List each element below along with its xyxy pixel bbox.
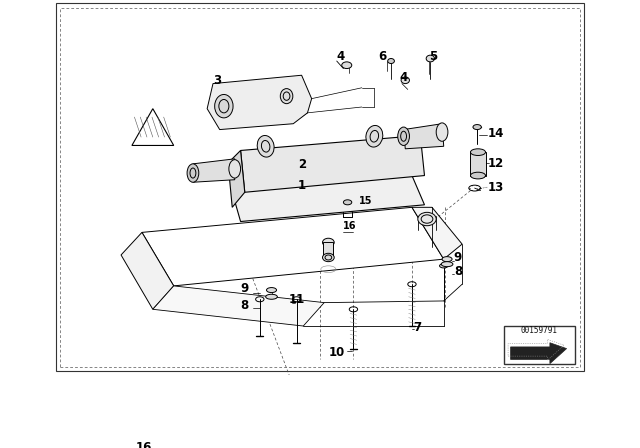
Text: 00159791: 00159791 <box>520 326 557 335</box>
Ellipse shape <box>401 77 410 84</box>
Ellipse shape <box>342 62 352 69</box>
Polygon shape <box>207 75 312 129</box>
Ellipse shape <box>441 262 453 267</box>
Bar <box>470 152 486 176</box>
Text: 16: 16 <box>136 441 152 448</box>
Polygon shape <box>132 109 173 146</box>
Text: 8: 8 <box>241 299 249 312</box>
Text: 2: 2 <box>298 158 306 171</box>
Polygon shape <box>153 286 324 326</box>
Text: 8: 8 <box>454 265 462 278</box>
Ellipse shape <box>266 294 277 299</box>
Ellipse shape <box>323 238 334 246</box>
Ellipse shape <box>470 149 486 155</box>
Polygon shape <box>404 124 444 149</box>
Text: 3: 3 <box>213 74 221 87</box>
Text: 9: 9 <box>454 251 462 264</box>
Ellipse shape <box>440 264 448 268</box>
Text: 15: 15 <box>359 196 372 206</box>
Ellipse shape <box>426 55 435 62</box>
Ellipse shape <box>344 200 352 205</box>
Text: 4: 4 <box>337 50 345 63</box>
Ellipse shape <box>257 135 274 157</box>
Ellipse shape <box>397 127 410 146</box>
Ellipse shape <box>214 95 233 118</box>
Text: 14: 14 <box>487 127 504 140</box>
Ellipse shape <box>388 59 394 64</box>
Text: 9: 9 <box>241 282 249 295</box>
Ellipse shape <box>418 212 436 226</box>
Polygon shape <box>511 343 566 364</box>
Text: 5: 5 <box>429 50 437 63</box>
Polygon shape <box>323 242 333 258</box>
Polygon shape <box>412 207 462 259</box>
Polygon shape <box>142 207 444 286</box>
Text: 7: 7 <box>413 321 422 334</box>
Ellipse shape <box>473 125 481 129</box>
Text: 4: 4 <box>399 71 408 84</box>
Ellipse shape <box>323 253 334 262</box>
Polygon shape <box>193 159 235 182</box>
Ellipse shape <box>229 159 241 178</box>
Polygon shape <box>228 151 244 207</box>
Ellipse shape <box>470 172 486 179</box>
Ellipse shape <box>366 125 383 147</box>
Text: 16: 16 <box>344 221 357 231</box>
Text: 6: 6 <box>379 50 387 63</box>
Ellipse shape <box>442 257 452 262</box>
Ellipse shape <box>266 288 276 293</box>
Polygon shape <box>232 176 424 221</box>
Ellipse shape <box>187 164 199 182</box>
Text: 10: 10 <box>329 346 345 359</box>
Ellipse shape <box>436 123 448 141</box>
Ellipse shape <box>280 89 293 103</box>
Polygon shape <box>241 135 424 192</box>
Text: 11: 11 <box>288 293 305 306</box>
Text: 12: 12 <box>487 156 504 169</box>
Text: 13: 13 <box>487 181 504 194</box>
Text: 1: 1 <box>298 179 306 192</box>
Bar <box>504 326 575 365</box>
Polygon shape <box>121 233 173 309</box>
